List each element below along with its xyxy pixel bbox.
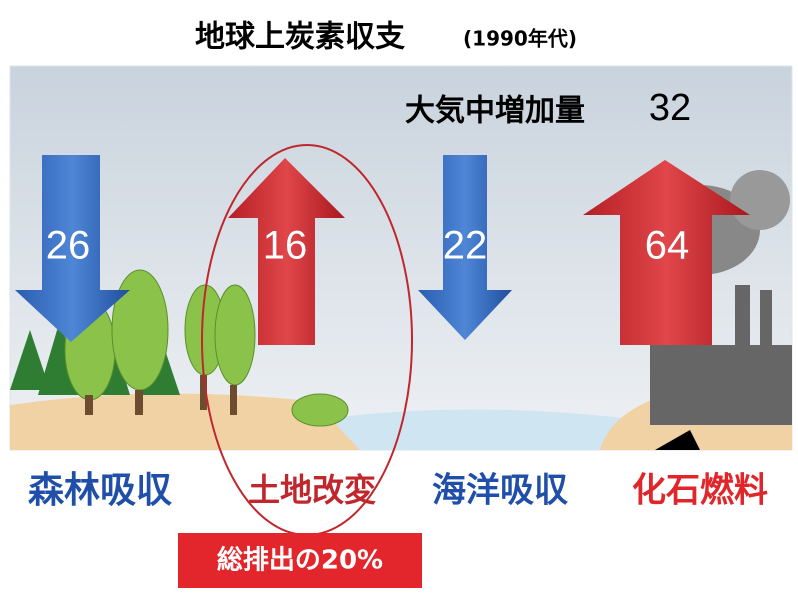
flow-value: 26 <box>46 224 91 268</box>
flow-value: 22 <box>443 224 488 268</box>
atmosphere-label: 大気中増加量 <box>405 94 585 129</box>
flow-value: 64 <box>645 224 690 268</box>
infographic: 地球上炭素収支 (1990年代) <box>0 0 798 597</box>
callout: 総排出の20% <box>217 545 383 576</box>
period: (1990年代) <box>463 27 577 51</box>
flow-label: 森林吸収 <box>28 470 172 511</box>
flow-value: 16 <box>263 224 308 268</box>
flow-label: 化石燃料 <box>632 471 768 511</box>
title: 地球上炭素収支 <box>195 20 405 55</box>
atmosphere-value: 32 <box>649 87 691 129</box>
flow-label: 土地改変 <box>248 471 376 509</box>
flow-label: 海洋吸収 <box>432 471 568 511</box>
